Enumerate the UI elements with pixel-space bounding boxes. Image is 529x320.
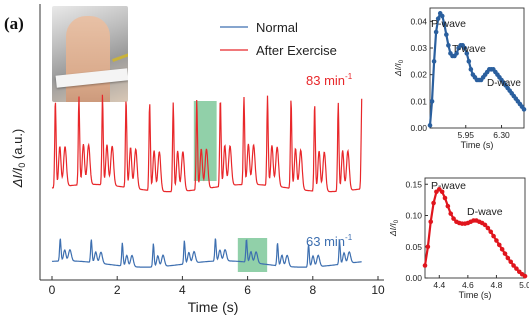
inset-data-point [444, 32, 449, 37]
inset-data-point [445, 203, 451, 209]
series-line-normal [51, 238, 362, 268]
inset-data-point [428, 219, 434, 225]
inset-y-tick-label: 0.01 [410, 96, 427, 106]
rate-annotation-normal: 63 min-1 [306, 233, 353, 249]
inset-data-point [485, 225, 491, 231]
inset-data-point [508, 259, 514, 265]
inset-annotation-p-wave: P-wave [431, 180, 466, 192]
inset-x-tick-label: 6.30 [493, 130, 510, 140]
inset-data-point [431, 200, 436, 206]
inset-chart-bottom: 0.00 0.05 0.10 0.15 4.4 4.6 4.8 5.0 Time (s) ΔI/I… [388, 177, 529, 300]
inset-y-tick-label: 0.03 [410, 43, 427, 53]
inset-data-point [522, 273, 528, 279]
main-x-tick-label: 8 [309, 283, 316, 297]
inset-x-tick-label: 4.4 [433, 280, 445, 290]
inset-data-point [511, 263, 516, 268]
inset-data-point [462, 45, 468, 51]
inset-y-tick-label: 0.02 [410, 70, 427, 80]
series-line-after-exercise [51, 94, 363, 193]
inset-y-tick-label: 0.00 [405, 273, 422, 283]
wrist-sensor-photo-icon [52, 6, 128, 102]
inset-y-tick-label: 0.00 [410, 123, 427, 133]
inset-data-point [521, 107, 527, 112]
main-y-axis-label: ΔI/I0 (a.u.) [10, 129, 27, 189]
main-x-tick-label: 0 [49, 283, 56, 297]
inset-frame [429, 7, 525, 129]
inset-annotation-p-wave: P-wave [431, 18, 466, 30]
inset-y-tick-label: 0.10 [405, 211, 422, 221]
inset-data-point [422, 263, 428, 268]
legend-label-normal: Normal [256, 20, 298, 35]
inset-y-tick-label: 0.15 [405, 179, 422, 189]
main-x-tick-label: 6 [244, 283, 251, 297]
inset-annotation-t-wave: T-wave [452, 43, 486, 55]
main-x-tick-label: 2 [114, 283, 121, 297]
inset-data-point [442, 21, 447, 27]
inset-data-point [454, 51, 459, 56]
inset-series-line [428, 11, 525, 126]
inset-y-tick-label: 0.05 [405, 242, 422, 252]
inset-annotation-d-wave: D-wave [467, 206, 503, 218]
inset-data-point [491, 233, 496, 239]
inset-data-point [435, 16, 441, 21]
inset-x-tick-label: 4.8 [491, 280, 503, 290]
inset-data-point [427, 123, 433, 128]
inset-data-point [482, 222, 488, 228]
inset-x-tick-label: 5.0 [519, 280, 529, 290]
inset-data-point [442, 195, 448, 201]
inset-data-point [499, 246, 505, 252]
inset-x-tick-label: 4.6 [462, 280, 474, 290]
inset-data-point [429, 99, 435, 104]
inset-data-point [488, 229, 494, 235]
inset-annotation-d-wave: D-wave [487, 78, 521, 89]
inset-data-point [466, 59, 472, 64]
inset-data-point [425, 244, 431, 250]
rate-annotation-after-exercise: 83 min-1 [306, 72, 353, 88]
inset-data-point [468, 67, 474, 72]
inset-data-point [451, 216, 456, 221]
inset-data-point [464, 51, 470, 56]
inset-data-point [514, 266, 519, 271]
inset-y-axis-label: ΔI/I0 [393, 59, 405, 77]
inset-frame [424, 177, 526, 279]
wrist-arm [66, 16, 110, 102]
inset-y-axis-label: ΔI/I0 [388, 219, 400, 237]
inset-x-tick-label: 5.95 [457, 130, 474, 140]
main-x-axis-label: Time (s) [188, 299, 239, 315]
inset-x-axis-label: Time (s) [461, 140, 494, 150]
inset-data-point [446, 43, 451, 48]
inset-data-point [439, 13, 445, 19]
inset-data-point [502, 251, 508, 256]
main-x-tick-label: 4 [179, 283, 186, 297]
highlight-box-0 [193, 101, 217, 181]
inset-data-point [505, 255, 511, 261]
inset-data-point [494, 238, 499, 243]
inset-data-point [431, 59, 437, 64]
inset-data-point [448, 211, 454, 216]
inset-y-tick-label: 0.04 [410, 16, 427, 26]
inset-data-point [433, 29, 439, 35]
inset-data-point [439, 189, 445, 195]
inset-data-point [496, 242, 502, 248]
main-x-tick-label: 10 [371, 283, 385, 297]
legend-label-after-exercise: After Exercise [256, 43, 337, 58]
inset-x-axis-label: Time (s) [459, 290, 492, 300]
panel-label: (a) [4, 14, 24, 33]
